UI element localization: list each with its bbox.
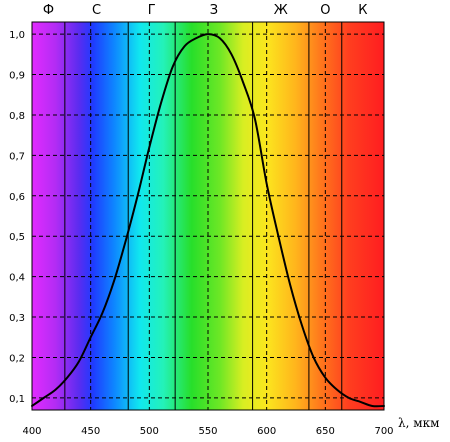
y-tick-label-5: 0,5 <box>9 232 25 243</box>
x-tick-label-4: 550 <box>198 426 217 437</box>
y-tick-label-4: 0,4 <box>9 273 25 284</box>
y-tick-label-1: 0,1 <box>9 394 25 405</box>
y-tick-label-8: 0,8 <box>9 111 25 122</box>
y-tick-label-2: 0,2 <box>9 353 25 364</box>
x-tick-label-2: 450 <box>81 426 100 437</box>
x-tick-label-6: 650 <box>316 426 335 437</box>
y-tick-label-7: 0,7 <box>9 151 25 162</box>
y-tick-label-3: 0,3 <box>9 313 25 324</box>
plot-border <box>31 21 385 411</box>
band-label-3: Г <box>148 3 156 18</box>
y-tick-labels: 0,1 0,2 0,3 0,4 0,5 0,6 0,7 0,8 0,9 1,0 <box>9 30 25 405</box>
x-tick-labels: 400 450 500 550 600 650 700 <box>22 426 393 437</box>
band-label-7: К <box>358 3 367 18</box>
x-tick-label-7: 700 <box>374 426 393 437</box>
x-tick-label-1: 400 <box>22 426 41 437</box>
band-label-5: Ж <box>274 3 288 18</box>
x-tick-label-3: 500 <box>140 426 159 437</box>
y-tick-label-9: 0,9 <box>9 71 25 82</box>
sensitivity-curve <box>31 33 385 408</box>
band-label-2: С <box>92 3 101 18</box>
plot-area <box>31 21 385 411</box>
x-axis-label: λ, мкм <box>398 416 439 430</box>
band-label-4: З <box>210 3 218 18</box>
grid-lines <box>32 22 384 410</box>
x-tick-label-5: 600 <box>257 426 276 437</box>
band-label-6: О <box>320 3 330 18</box>
band-label-1: Ф <box>43 3 54 18</box>
band-separators <box>64 22 343 410</box>
y-tick-label-6: 0,6 <box>9 192 25 203</box>
y-tick-label-10: 1,0 <box>9 30 25 41</box>
